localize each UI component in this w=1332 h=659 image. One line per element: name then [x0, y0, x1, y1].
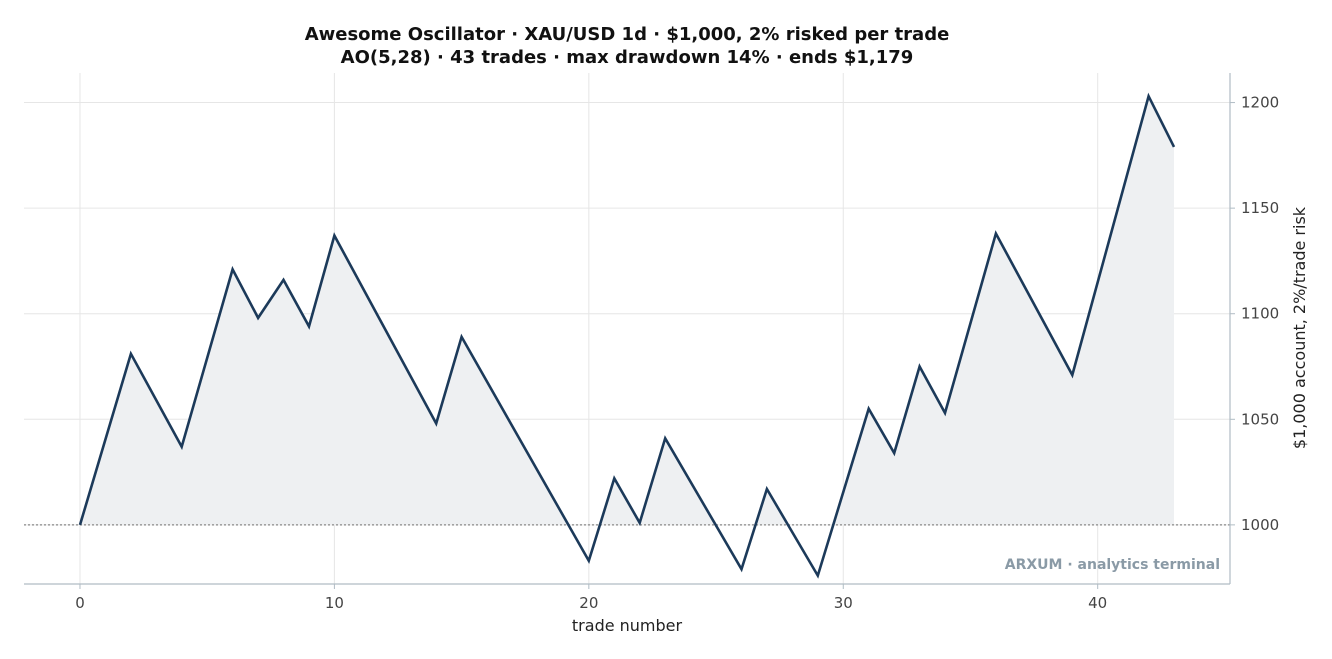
equity-fill-segment [599, 438, 716, 525]
x-tick-label: 10 [325, 594, 344, 612]
tick-labels: 0 10 20 30 40 1000 1050 1100 1150 1200 [75, 94, 1279, 612]
y-tick-label: 1100 [1241, 305, 1279, 323]
equity-line-series [78, 92, 1176, 579]
equity-fill-segment [833, 96, 1174, 525]
x-tick-label: 20 [579, 594, 598, 612]
x-axis-label: trade number [572, 616, 683, 635]
x-tick-label: 30 [834, 594, 853, 612]
axes [24, 73, 1235, 589]
watermark-text: ARXUM · analytics terminal [1005, 557, 1220, 573]
chart-title: Awesome Oscillator · XAU/USD 1d · $1,000… [305, 24, 950, 45]
equity-line [78, 92, 1176, 579]
y-tick-label: 1150 [1241, 199, 1279, 217]
y-tick-label: 1200 [1241, 94, 1279, 112]
equity-fill-area [80, 96, 1174, 525]
equity-fill-segment [80, 235, 569, 525]
y-axis-label: $1,000 account, 2%/trade risk [1290, 206, 1309, 449]
x-tick-label: 40 [1088, 594, 1107, 612]
y-tick-label: 1000 [1241, 516, 1279, 534]
x-tick-label: 0 [75, 594, 85, 612]
y-tick-label: 1050 [1241, 410, 1279, 428]
chart-subtitle: AO(5,28) · 43 trades · max drawdown 14% … [341, 47, 914, 68]
equity-fill-segment [755, 489, 788, 525]
